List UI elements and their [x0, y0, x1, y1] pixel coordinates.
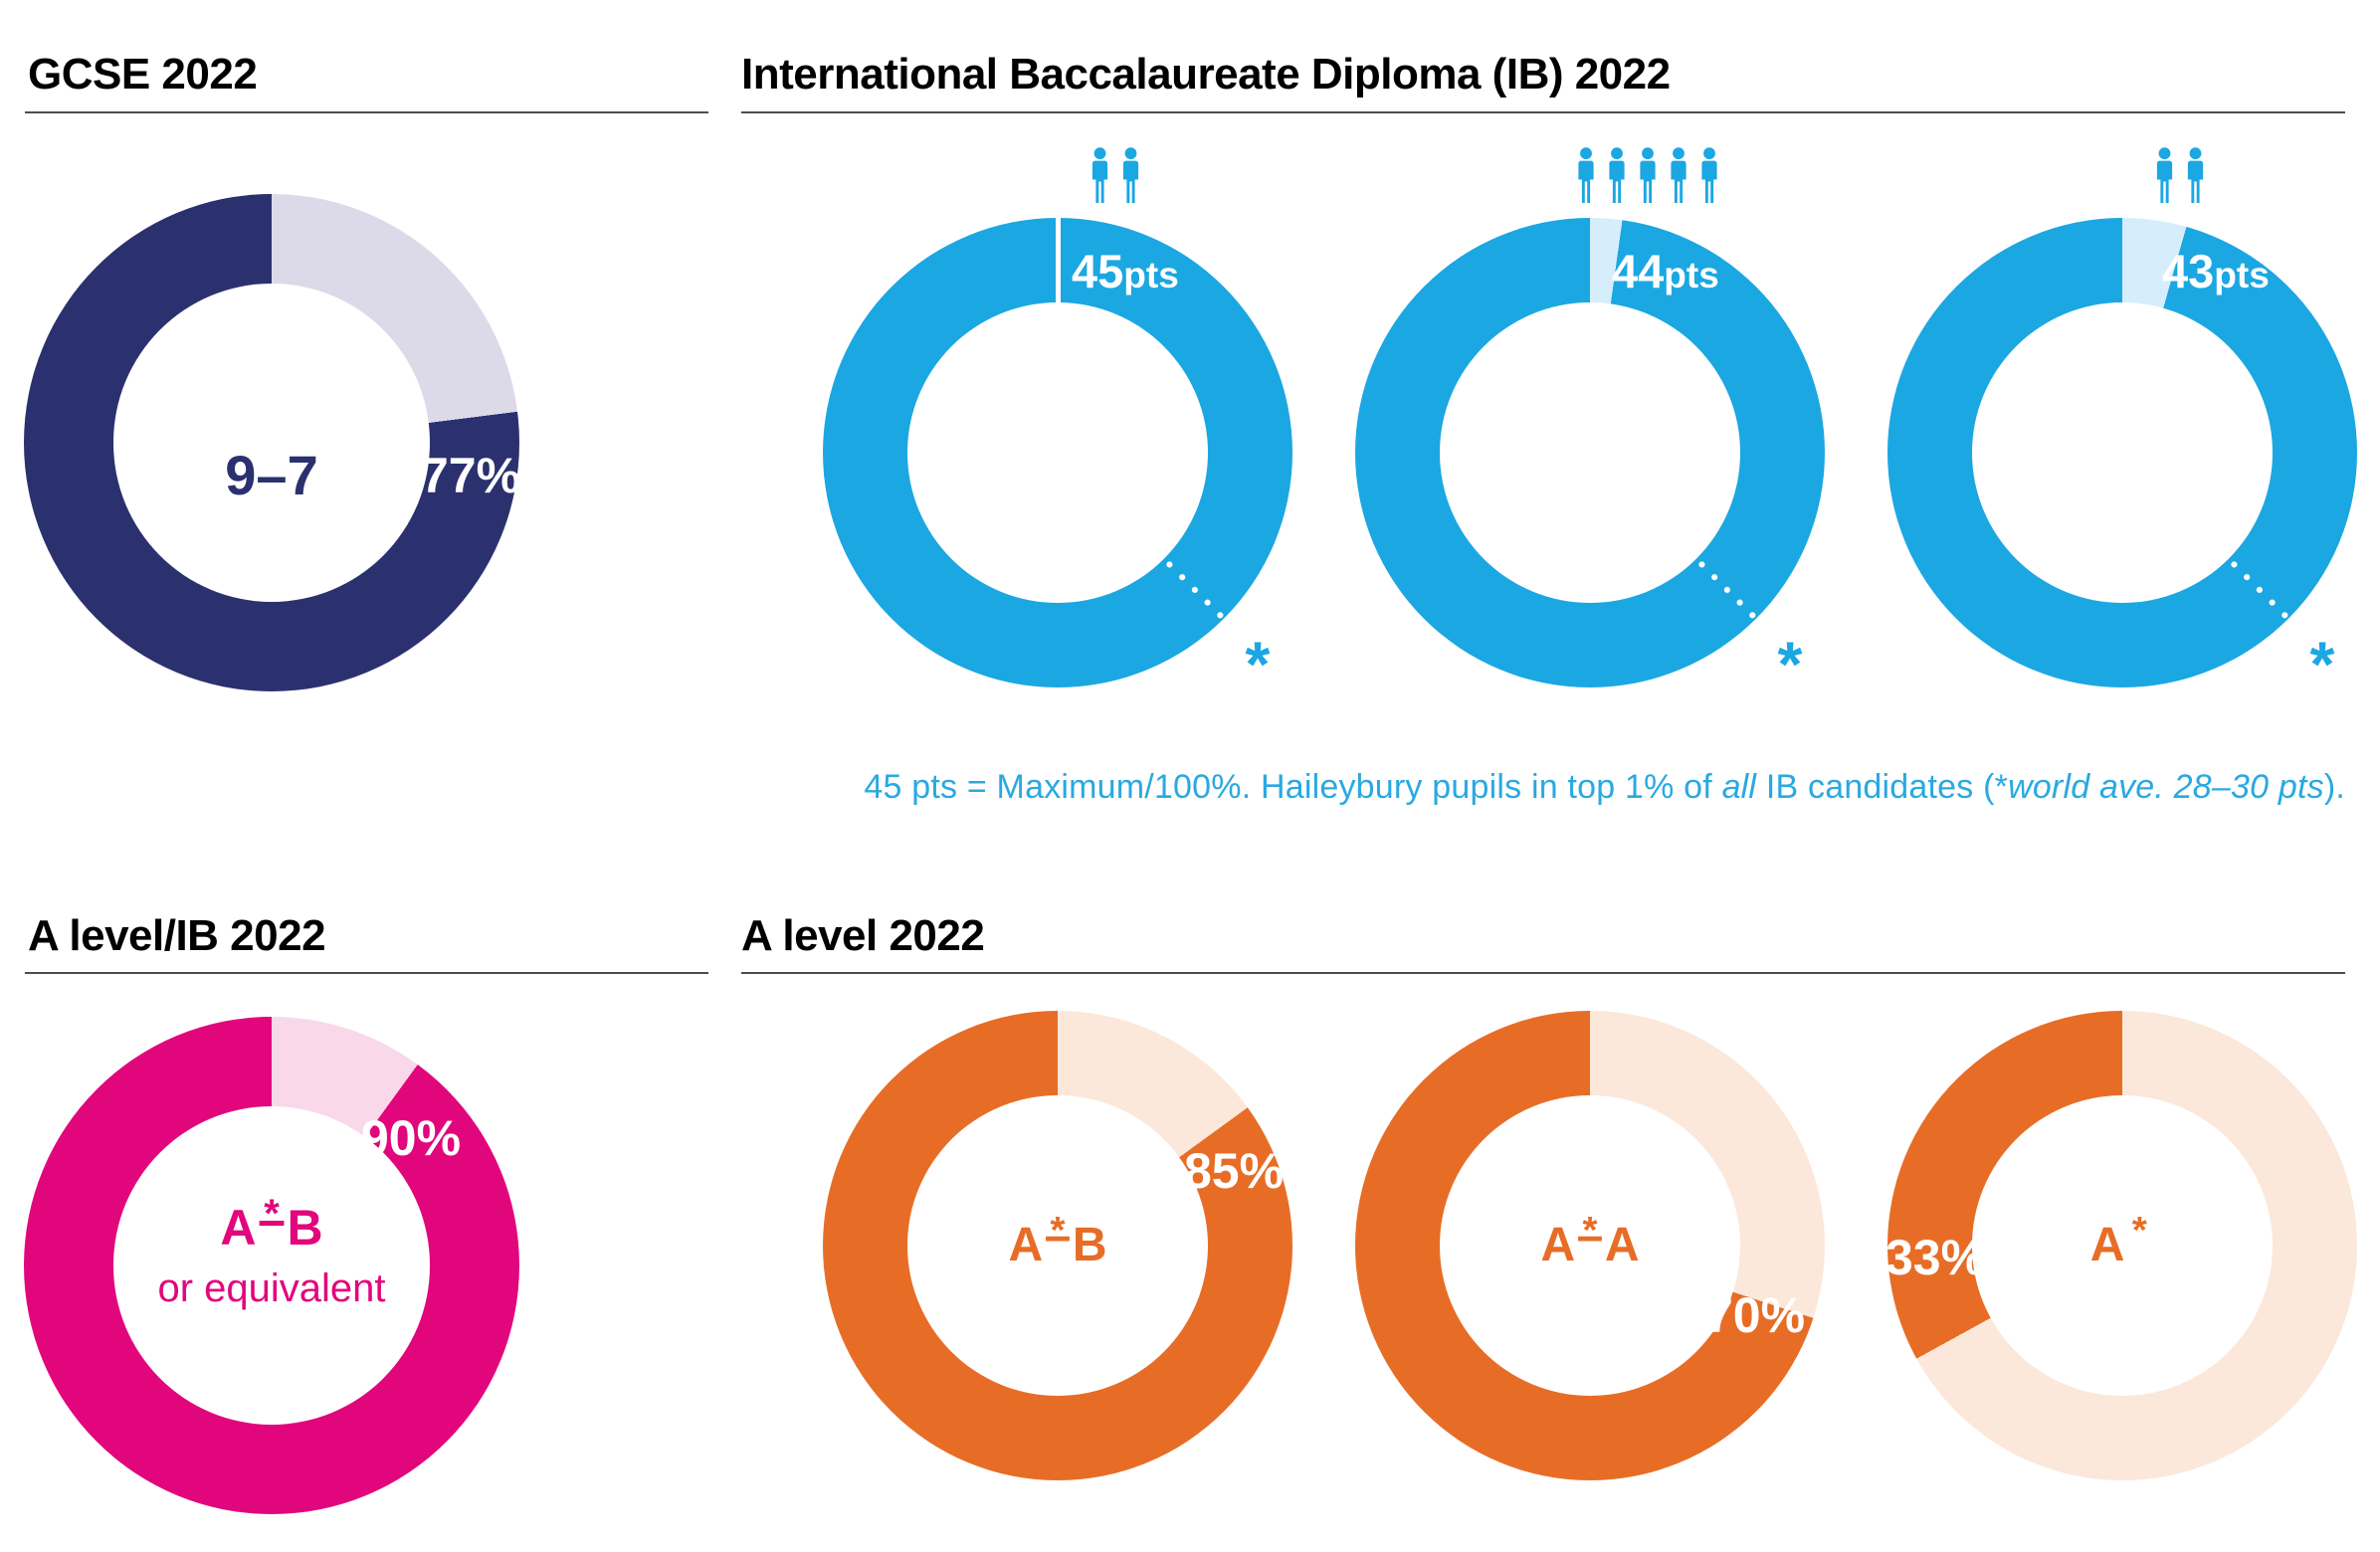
grade-asterisk: * — [2131, 1209, 2147, 1253]
grade-asterisk: * — [1582, 1209, 1598, 1253]
donut-alevel-a-star-a: A * – A 70% — [1355, 1011, 1825, 1480]
percentage-label: 85% — [1183, 1143, 1285, 1199]
points-label: 45pts — [1072, 245, 1179, 297]
center-grade-label: A * — [2089, 1209, 2147, 1271]
center-grade-label: A * – B — [1008, 1209, 1107, 1271]
donut-alevel-ib-a-star-b: A * – B or equivalent 90% — [24, 1017, 519, 1514]
donut-gcse-9-7: 9–7 77% — [24, 194, 521, 691]
person-icon — [1609, 147, 1625, 203]
donut-alevel-a-star-b: A * – B 85% — [823, 1011, 1292, 1480]
world-average-asterisk: * — [1777, 628, 1803, 700]
pupil-pictograms — [2153, 147, 2208, 205]
points-label: 43pts — [2162, 245, 2270, 297]
person-icon — [2187, 147, 2204, 203]
section-title-alevel: A level 2022 — [741, 911, 985, 960]
divider-rule — [741, 111, 2345, 113]
percentage-label: 70% — [1704, 1287, 1806, 1343]
person-icon — [1091, 147, 1108, 203]
person-icon — [1671, 147, 1686, 203]
divider-rule — [741, 972, 2345, 974]
world-average-dotted-marker — [1160, 555, 1225, 620]
percentage-label: 33% — [1884, 1230, 1986, 1285]
donut-alevel-a-star: A * 33% — [1884, 1011, 2357, 1480]
center-grade-label: 9–7 — [225, 444, 318, 506]
segment-divider-line — [1055, 218, 1061, 303]
section-title-ib: International Baccalaureate Diploma (IB)… — [741, 50, 1671, 98]
divider-rule — [25, 972, 708, 974]
center-grade-label: A * – B or equivalent — [157, 1192, 386, 1310]
percentage-label: 90% — [360, 1110, 462, 1166]
world-average-dotted-marker — [1692, 555, 1757, 620]
grade-asterisk: * — [264, 1192, 280, 1236]
person-icon — [2156, 147, 2173, 203]
world-average-asterisk: * — [1245, 628, 1271, 700]
person-icon — [1578, 147, 1594, 203]
person-icon — [1701, 147, 1717, 203]
grade-asterisk: * — [1050, 1209, 1066, 1253]
center-grade-label: A * – A — [1540, 1209, 1640, 1271]
donut-ib-45pts: 45pts * — [823, 147, 1292, 696]
person-icon — [1640, 147, 1656, 203]
section-title-gcse: GCSE 2022 — [28, 50, 258, 98]
pupil-pictograms — [1574, 147, 1721, 205]
donut-ib-43pts: 43pts * — [1887, 147, 2357, 696]
world-average-dotted-marker — [2225, 555, 2289, 620]
world-average-asterisk: * — [2309, 628, 2335, 700]
points-label: 44pts — [1612, 245, 1719, 297]
section-title-alevel-ib: A level/IB 2022 — [28, 911, 326, 960]
percentage-label: 77% — [420, 448, 521, 503]
pupil-pictograms — [1089, 147, 1143, 205]
divider-rule — [25, 111, 708, 113]
person-icon — [1122, 147, 1139, 203]
donut-ib-44pts: 44pts * — [1355, 147, 1825, 696]
ib-caption: 45 pts = Maximum/100%. Haileybury pupils… — [864, 768, 2345, 806]
